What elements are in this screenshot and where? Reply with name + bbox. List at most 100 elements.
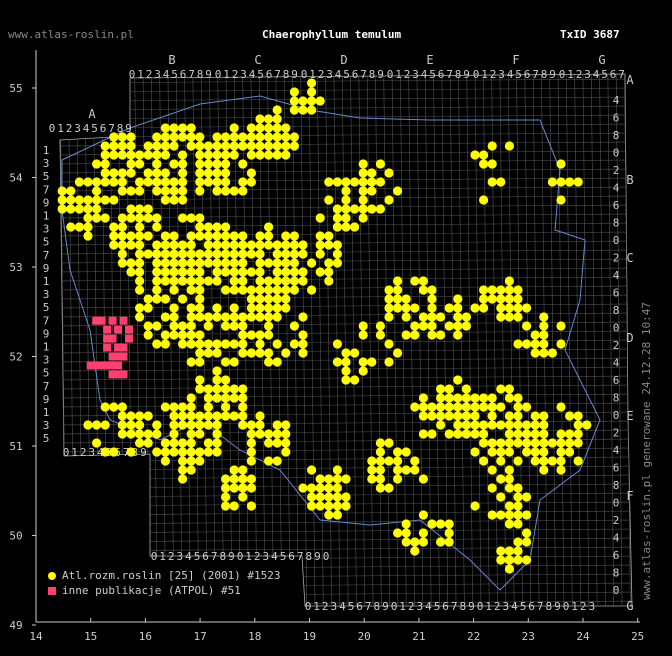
record-marker <box>522 510 532 520</box>
record-marker <box>255 231 265 241</box>
record-marker <box>264 456 274 466</box>
record-marker <box>229 474 239 484</box>
record-marker <box>281 249 291 259</box>
record-marker <box>470 501 480 511</box>
record-marker <box>504 384 514 394</box>
record-marker <box>229 483 239 493</box>
record-marker <box>212 303 222 313</box>
record-marker <box>315 267 325 277</box>
record-marker <box>504 285 514 295</box>
record-marker <box>332 213 342 223</box>
atpol-left-digit: 3 <box>43 157 50 170</box>
record-marker <box>341 366 351 376</box>
record-marker <box>135 213 145 223</box>
record-marker <box>195 312 205 322</box>
record-marker-secondary <box>114 352 123 361</box>
record-marker <box>143 249 153 259</box>
record-marker <box>556 159 566 169</box>
record-marker <box>135 177 145 187</box>
record-marker <box>264 429 274 439</box>
atpol-left-digit: 5 <box>43 236 50 249</box>
record-marker <box>152 321 162 331</box>
atpol-row-letter: G <box>626 599 633 613</box>
atpol-right-digit: 0 <box>613 584 620 597</box>
record-marker <box>212 186 222 196</box>
record-marker <box>264 150 274 160</box>
record-marker <box>436 384 446 394</box>
record-marker <box>143 411 153 421</box>
record-marker <box>152 249 162 259</box>
record-marker <box>289 141 299 151</box>
record-marker <box>401 294 411 304</box>
record-marker <box>367 474 377 484</box>
record-marker <box>212 159 222 169</box>
record-marker <box>272 267 282 277</box>
atpol-digit: 8 <box>219 550 226 563</box>
record-marker <box>135 429 145 439</box>
record-marker <box>238 348 248 358</box>
record-marker <box>255 312 265 322</box>
record-marker <box>109 240 119 250</box>
record-marker <box>530 429 540 439</box>
record-marker <box>453 402 463 412</box>
atpol-right-digit: 6 <box>613 199 620 212</box>
record-marker <box>427 429 437 439</box>
atpol-digit: 0 <box>151 550 158 563</box>
record-marker <box>358 195 368 205</box>
record-marker <box>487 438 497 448</box>
atpol-row-letter: A <box>626 73 634 87</box>
record-marker <box>212 348 222 358</box>
atpol-column-letter: D <box>340 53 347 67</box>
grid-line <box>375 74 382 606</box>
record-marker <box>401 519 411 529</box>
record-marker <box>160 456 170 466</box>
record-marker <box>126 159 136 169</box>
atpol-digit: 2 <box>490 68 497 81</box>
record-marker <box>117 168 127 178</box>
record-marker <box>221 339 231 349</box>
record-marker <box>487 159 497 169</box>
atpol-right-digit: 0 <box>613 409 620 422</box>
record-marker <box>160 240 170 250</box>
record-marker <box>496 177 506 187</box>
record-marker <box>246 123 256 133</box>
atpol-digit: 1 <box>71 446 78 459</box>
record-marker <box>229 312 239 322</box>
record-marker <box>66 186 76 196</box>
atpol-digit: 0 <box>129 68 136 81</box>
site-name: www.atlas-roslin.pl <box>8 28 134 41</box>
record-marker <box>272 132 282 142</box>
record-marker <box>315 231 325 241</box>
atpol-digit: 4 <box>339 600 346 613</box>
y-tick-label: 50 <box>9 530 22 543</box>
record-marker <box>341 492 351 502</box>
record-marker <box>504 519 514 529</box>
record-marker <box>522 339 532 349</box>
record-marker <box>367 456 377 466</box>
record-marker-secondary <box>97 316 106 325</box>
record-marker <box>100 168 110 178</box>
record-marker <box>186 123 196 133</box>
record-marker <box>186 141 196 151</box>
grid-line <box>159 74 166 606</box>
record-marker <box>530 348 540 358</box>
record-marker <box>229 501 239 511</box>
record-marker <box>298 249 308 259</box>
record-marker <box>238 132 248 142</box>
record-marker <box>169 123 179 133</box>
record-marker <box>186 357 196 367</box>
record-marker <box>186 132 196 142</box>
record-marker <box>92 186 102 196</box>
record-marker <box>255 258 265 268</box>
record-marker <box>470 447 480 457</box>
atpol-right-digit: 4 <box>613 357 620 370</box>
record-marker <box>487 483 497 493</box>
record-marker <box>238 384 248 394</box>
record-marker <box>530 420 540 430</box>
atpol-digit: 0 <box>391 600 398 613</box>
record-marker <box>358 213 368 223</box>
record-marker <box>66 195 76 205</box>
record-marker <box>418 429 428 439</box>
record-marker <box>178 132 188 142</box>
atpol-row-letter: E <box>626 409 633 423</box>
